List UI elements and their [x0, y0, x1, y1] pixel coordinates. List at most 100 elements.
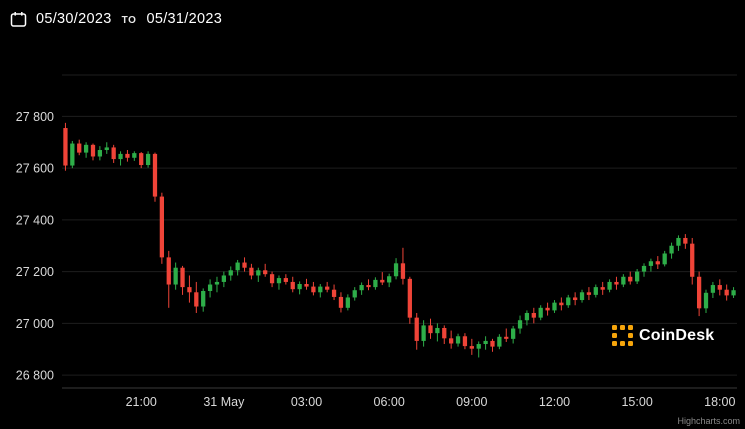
- candle-body: [380, 279, 385, 283]
- candle-body: [194, 292, 199, 307]
- candle-body: [366, 285, 371, 288]
- x-axis-label: 03:00: [291, 395, 322, 409]
- candle-body: [393, 263, 399, 277]
- candle-body: [145, 153, 151, 166]
- candle-body: [152, 153, 158, 197]
- candle-body: [524, 312, 530, 321]
- candle-body: [573, 297, 578, 301]
- y-axis-label: 27 000: [16, 317, 54, 331]
- candle-body: [710, 285, 716, 293]
- candle-body: [111, 147, 116, 160]
- candle-body: [490, 340, 495, 347]
- candle-body: [614, 281, 619, 285]
- candle-body: [297, 284, 302, 290]
- candle-body: [118, 153, 123, 160]
- candle-body: [345, 297, 350, 308]
- candle-body: [70, 143, 75, 166]
- candle-body: [318, 286, 323, 293]
- candle-body: [104, 147, 109, 151]
- candle-body: [531, 312, 536, 318]
- candle-body: [504, 336, 509, 339]
- candle-body: [173, 267, 178, 285]
- date-to[interactable]: 05/31/2023: [146, 11, 223, 27]
- candle-body: [428, 325, 433, 334]
- candle-body: [621, 276, 626, 285]
- candle-body: [359, 285, 364, 291]
- candle-body: [221, 275, 226, 282]
- candle-body: [662, 253, 667, 265]
- candle-body: [455, 336, 461, 344]
- candle-body: [641, 265, 647, 272]
- candle-body: [159, 196, 165, 258]
- coindesk-logo-icon: [612, 325, 633, 346]
- candle-body: [628, 276, 633, 282]
- candle-body: [648, 261, 654, 266]
- candle-body: [166, 257, 171, 285]
- candle-body: [559, 302, 564, 306]
- date-range-picker[interactable]: 05/30/2023 TO 05/31/2023: [10, 8, 222, 30]
- candle-body: [717, 285, 722, 290]
- candle-body: [228, 270, 233, 276]
- candle-body: [269, 274, 275, 284]
- candle-body: [724, 289, 729, 296]
- calendar-icon[interactable]: [10, 11, 27, 28]
- candle-body: [290, 281, 295, 290]
- candle-body: [125, 153, 130, 158]
- candle-body: [634, 271, 640, 282]
- candle-body: [676, 237, 681, 246]
- date-from[interactable]: 05/30/2023: [36, 11, 112, 27]
- x-axis-label: 09:00: [456, 395, 487, 409]
- y-axis-label: 27 200: [16, 265, 54, 279]
- candle-body: [469, 346, 474, 349]
- candle-body: [63, 128, 68, 166]
- candle-body: [352, 290, 357, 298]
- coindesk-watermark: CoinDesk: [612, 325, 714, 346]
- candle-body: [703, 292, 709, 309]
- y-axis-label: 26 800: [16, 369, 54, 383]
- candle-body: [97, 150, 103, 157]
- candle-body: [235, 262, 240, 271]
- candle-body: [462, 336, 468, 347]
- candle-body: [180, 267, 185, 288]
- x-axis-label: 06:00: [374, 395, 405, 409]
- candle-body: [201, 290, 206, 307]
- candle-body: [407, 278, 412, 318]
- candle-body: [325, 286, 330, 290]
- candle-body: [586, 292, 592, 295]
- candle-body: [373, 279, 378, 288]
- candle-body: [517, 320, 523, 329]
- candle-body: [263, 270, 268, 275]
- candle-body: [139, 153, 144, 166]
- candle-body: [690, 243, 695, 277]
- x-axis-label: 21:00: [126, 395, 157, 409]
- candle-body: [511, 328, 516, 339]
- coindesk-logo-text: CoinDesk: [639, 326, 715, 344]
- candle-body: [552, 302, 557, 311]
- candle-body: [331, 289, 337, 297]
- candle-body: [435, 327, 440, 334]
- candle-body: [338, 296, 344, 308]
- candle-body: [449, 338, 454, 344]
- candle-body: [249, 267, 254, 276]
- x-axis-label: 31 May: [203, 395, 245, 409]
- candle-body: [483, 340, 488, 345]
- candle-body: [256, 270, 261, 276]
- candle-body: [83, 144, 89, 153]
- candle-body: [545, 307, 550, 311]
- candle-body: [132, 153, 137, 158]
- candle-body: [414, 317, 419, 341]
- candle-body: [214, 281, 220, 285]
- candle-body: [77, 143, 82, 153]
- y-axis-label: 27 400: [16, 213, 54, 227]
- candle-body: [387, 276, 392, 283]
- candle-body: [538, 307, 543, 318]
- candle-body: [283, 278, 288, 282]
- candle-body: [476, 344, 481, 349]
- candle-body: [497, 336, 502, 347]
- candle-body: [696, 276, 702, 309]
- highcharts-credit-link[interactable]: Highcharts.com: [677, 416, 740, 426]
- candle-body: [655, 261, 660, 265]
- candle-body: [90, 144, 96, 157]
